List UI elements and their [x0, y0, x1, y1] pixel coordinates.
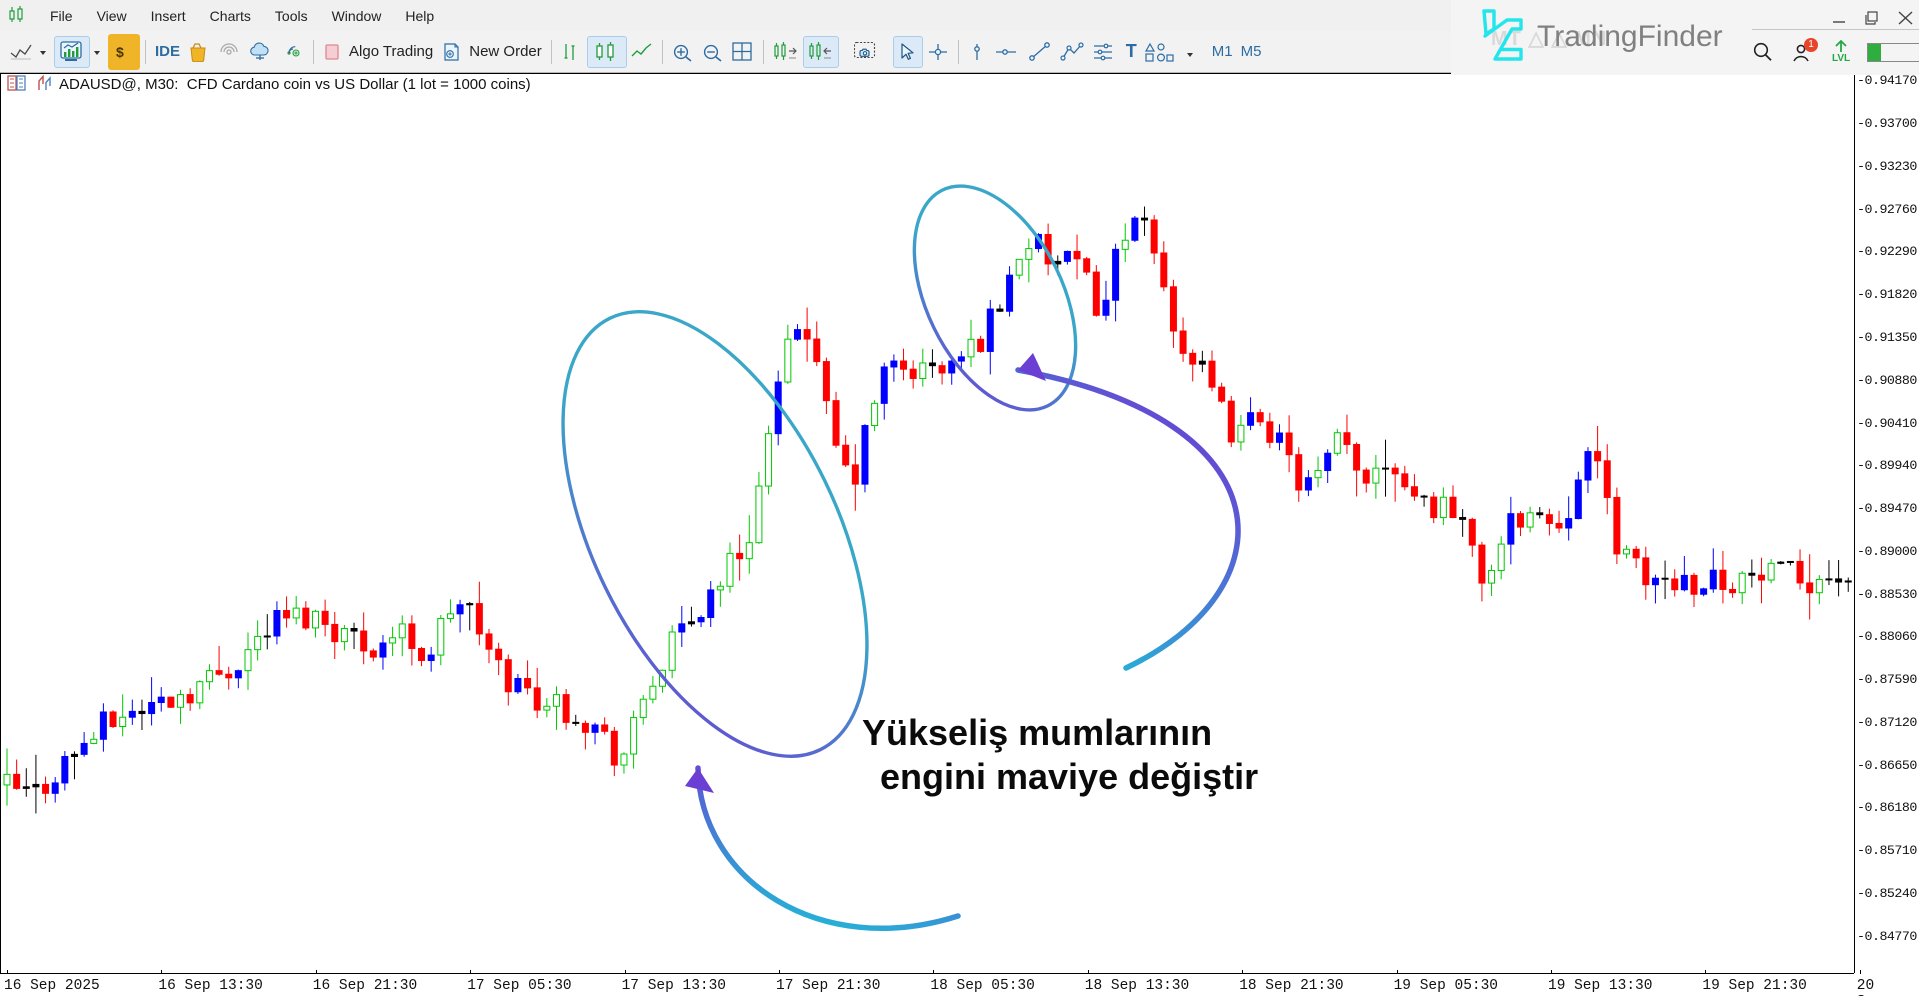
svg-text:$: $	[116, 44, 124, 60]
